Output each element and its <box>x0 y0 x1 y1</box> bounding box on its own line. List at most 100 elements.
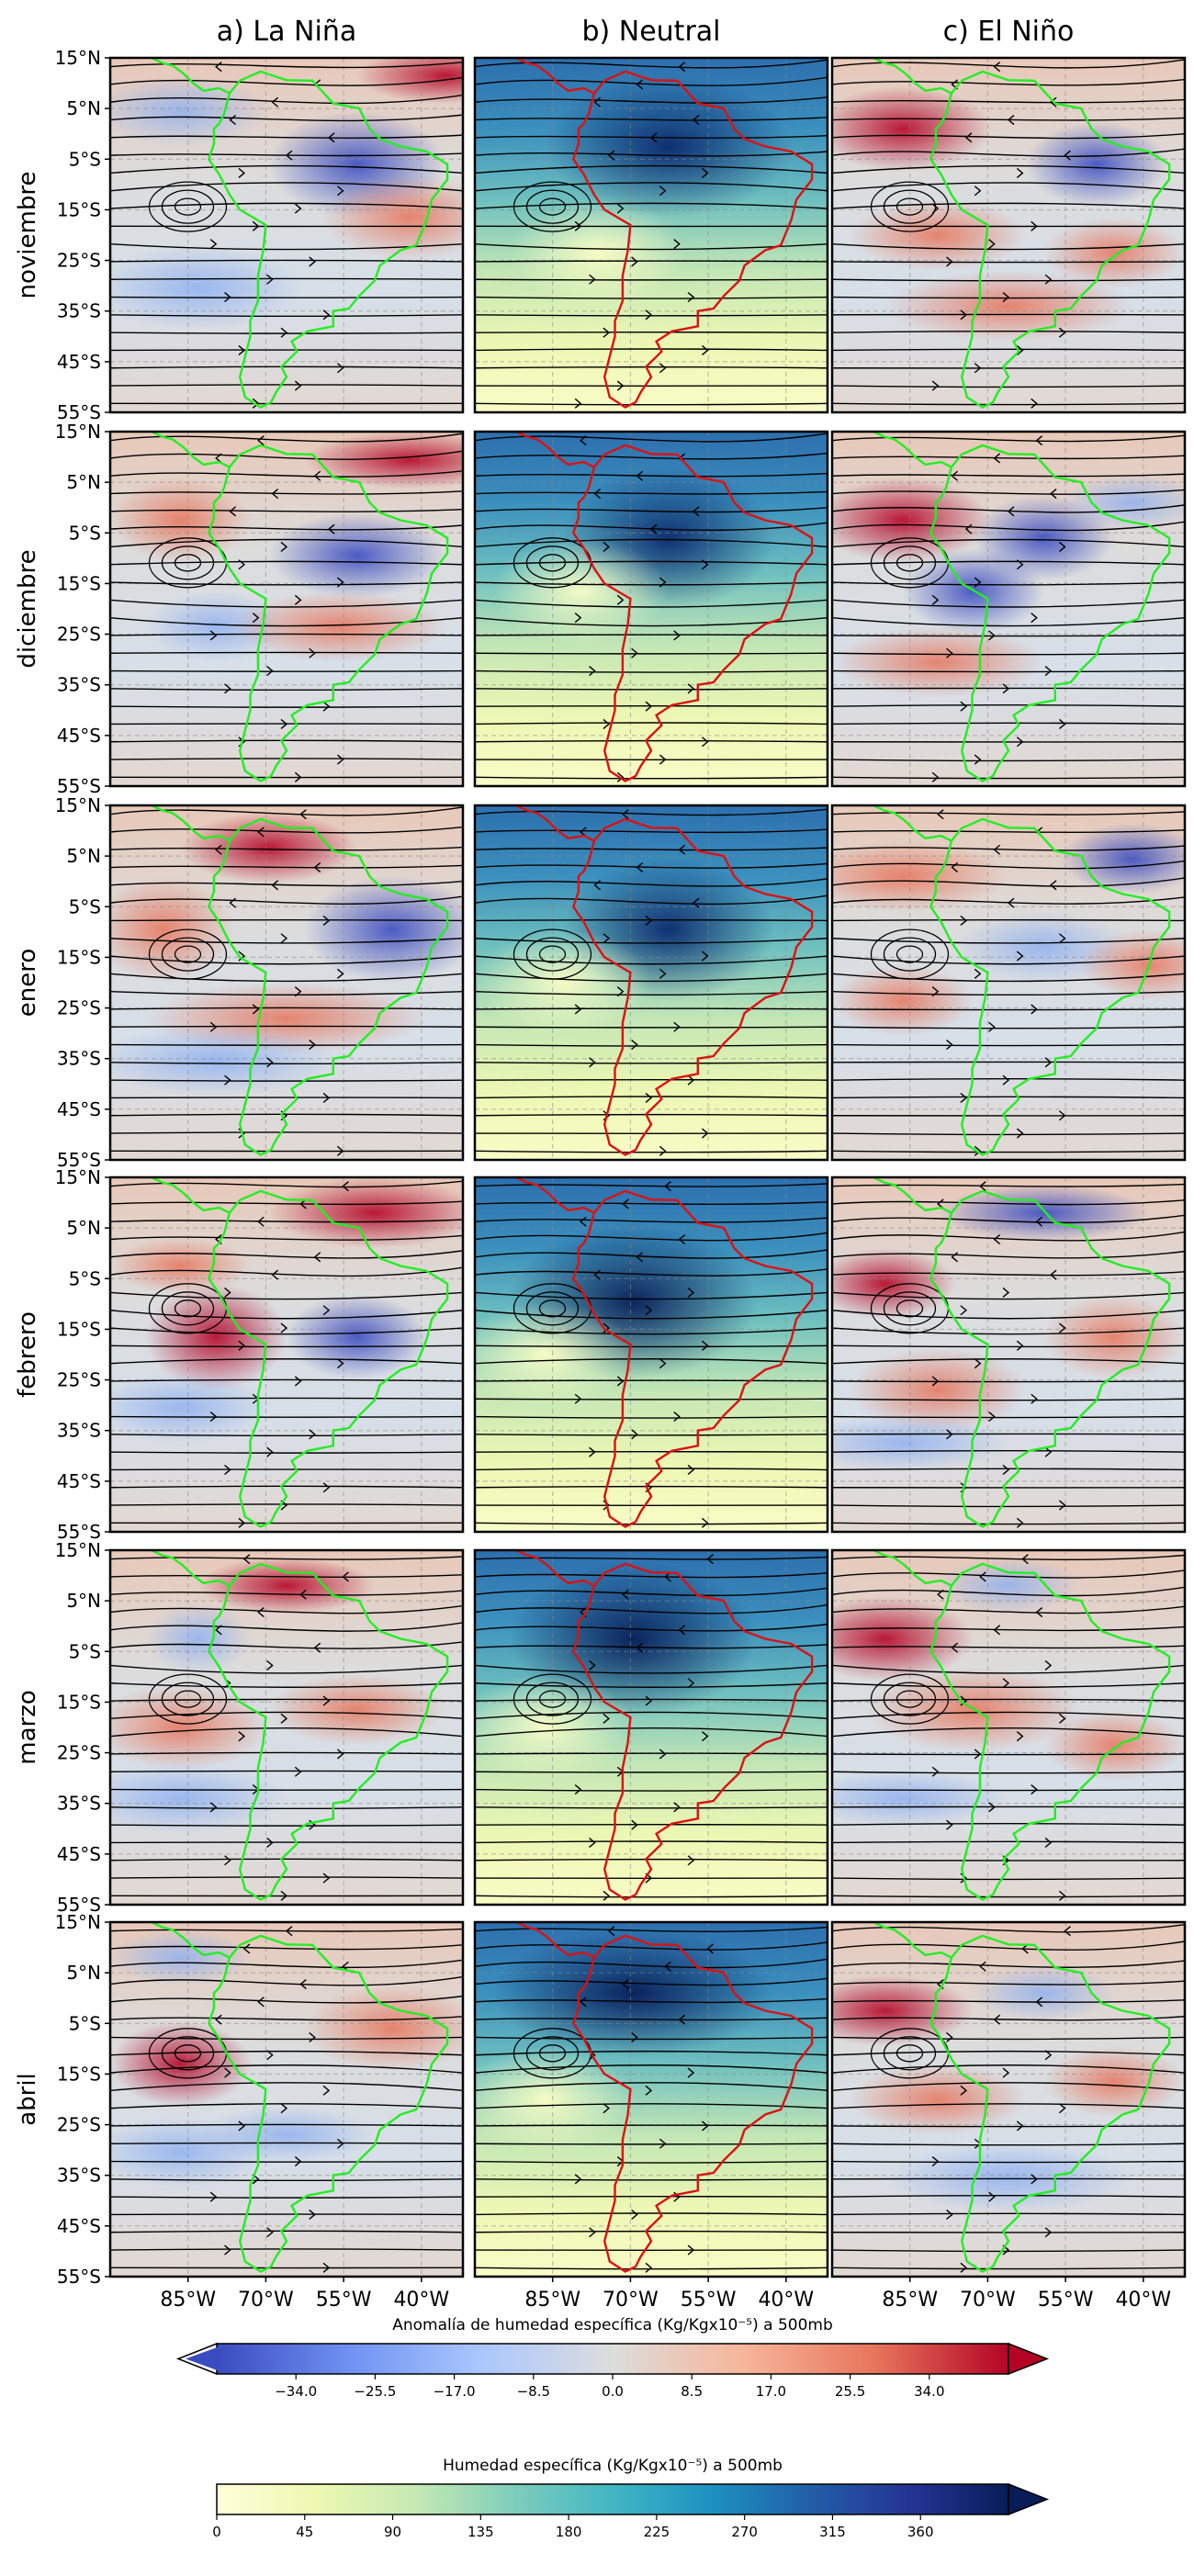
streamline-arrow <box>336 754 344 765</box>
streamline-arrow <box>645 1695 653 1706</box>
streamline <box>475 1522 828 1525</box>
map-panel <box>475 1922 828 2277</box>
streamline <box>832 1727 1185 1738</box>
lat-tick-label: 5°N <box>66 845 101 867</box>
streamline-arrow <box>993 1625 1001 1636</box>
streamline-eddy <box>148 928 228 980</box>
lat-tick-label: 15°S <box>57 572 101 594</box>
streamline-eddy <box>538 945 567 963</box>
streamline <box>832 1923 1185 1933</box>
streamline-arrow <box>988 239 996 250</box>
streamline-arrow <box>946 1040 953 1051</box>
streamline <box>832 776 1185 780</box>
streamline <box>110 277 463 280</box>
streamline-arrow <box>931 1766 940 1777</box>
lon-tick-label: 85°W <box>160 2289 216 2312</box>
streamline <box>832 98 1185 104</box>
field-blob <box>492 1929 775 2057</box>
streamline-arrow <box>988 630 996 641</box>
streamline-eddy <box>525 937 580 972</box>
field-blob <box>233 591 445 662</box>
streamline-arrow <box>574 220 582 231</box>
coastline-central-america <box>151 1550 231 1587</box>
streamline <box>832 2160 1185 2164</box>
streamline-arrow <box>1058 2103 1066 2114</box>
streamline <box>110 2178 463 2182</box>
streamline <box>475 1268 828 1277</box>
colorbar-extend-max <box>1008 2342 1050 2376</box>
map-panel <box>110 1550 463 1905</box>
streamline <box>475 314 828 317</box>
field-blob <box>850 2064 1027 2135</box>
streamline-arrow <box>988 1412 996 1423</box>
streamline-eddy <box>538 197 567 216</box>
streamline-arrow <box>238 1517 246 1528</box>
streamline-arrow <box>603 1890 611 1901</box>
streamline-arrow <box>336 1749 344 1760</box>
streamline-arrow <box>1007 115 1015 126</box>
streamline <box>832 704 1185 707</box>
streamline <box>475 973 828 983</box>
streamline-eddy <box>174 1299 202 1318</box>
streamline-arrow <box>673 1802 681 1813</box>
lat-tick-label: 55°S <box>57 775 101 797</box>
streamline-arrow <box>238 559 246 570</box>
streamline <box>110 895 463 905</box>
lat-tick-label: 45°S <box>57 725 101 747</box>
streamline-arrow <box>1035 1607 1043 1618</box>
streamline <box>475 433 828 443</box>
streamline-arrow <box>687 1464 695 1475</box>
row-label: febrero <box>14 1311 41 1398</box>
colorbars: Anomalía de humedad específica (Kg/Kgx10… <box>175 2316 1050 2540</box>
streamline-arrow <box>294 380 302 391</box>
streamline <box>832 202 1185 209</box>
streamline-arrow <box>616 594 625 605</box>
streamline-arrow <box>960 2085 968 2096</box>
column-title: a) La Niña <box>217 16 356 48</box>
streamline <box>832 1554 1185 1561</box>
streamline-arrow <box>266 2050 274 2061</box>
streamline <box>475 490 828 495</box>
field-blob <box>287 1294 428 1380</box>
field-blob <box>938 1184 1150 1242</box>
streamline-arrow <box>224 1855 231 1866</box>
streamline <box>475 1587 828 1597</box>
streamline-arrow <box>603 1322 611 1333</box>
streamline-arrow <box>589 666 596 677</box>
streamline-arrow <box>322 1873 331 1884</box>
map-panel <box>475 432 828 786</box>
streamline-arrow <box>1016 167 1024 178</box>
field-blob <box>268 512 445 599</box>
streamline-arrow <box>645 2262 653 2273</box>
streamline-arrow <box>229 506 237 517</box>
streamline-arrow <box>593 880 602 891</box>
streamline-arrow <box>574 2174 582 2185</box>
streamline-arrow <box>678 1234 686 1245</box>
streamline-arrow <box>271 880 279 891</box>
streamline <box>110 1025 463 1028</box>
streamline-arrow <box>266 1837 274 1848</box>
streamline-eddy <box>896 1690 924 1708</box>
streamline-arrow <box>322 1305 331 1316</box>
streamline-arrow <box>215 62 222 73</box>
streamline-arrow <box>589 2227 596 2238</box>
streamline <box>475 688 828 691</box>
coastline-central-america <box>151 432 231 468</box>
streamline <box>110 1770 463 1772</box>
streamline <box>110 114 463 122</box>
streamline <box>832 1468 1185 1471</box>
streamline-arrow <box>960 1092 968 1103</box>
streamline-arrow <box>1058 933 1066 944</box>
streamline <box>832 1183 1185 1187</box>
streamline <box>832 896 1185 905</box>
streamline-arrow <box>309 1429 316 1440</box>
streamline <box>110 1200 463 1206</box>
streamline-arrow <box>931 1376 940 1387</box>
streamline-arrow <box>937 1589 944 1600</box>
streamline <box>110 509 463 512</box>
streamline <box>832 278 1185 282</box>
streamline-arrow <box>603 327 611 338</box>
streamline <box>832 1026 1185 1029</box>
streamline-arrow <box>1016 2120 1024 2132</box>
streamline <box>475 1434 828 1436</box>
